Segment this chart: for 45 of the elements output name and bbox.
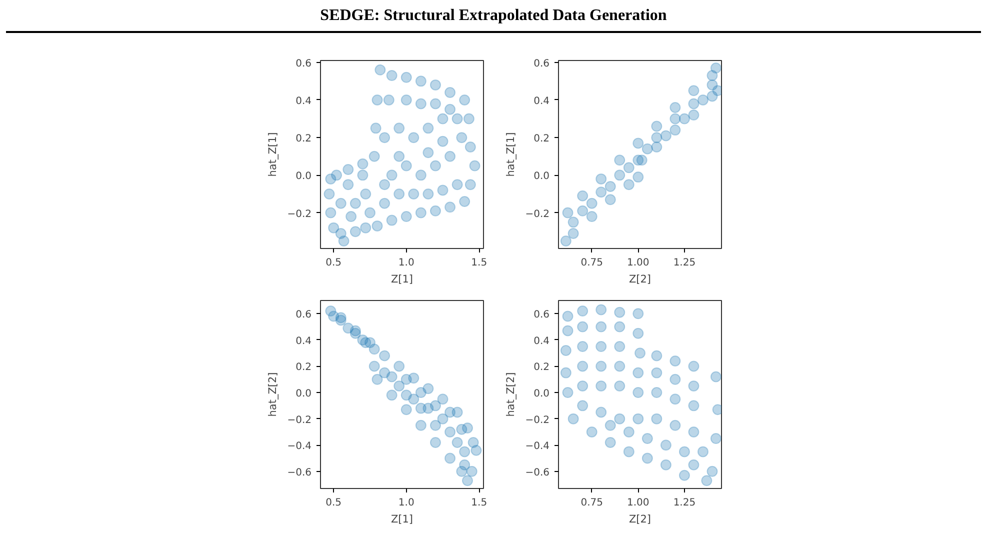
- y-tick-label: 0.6: [296, 58, 312, 70]
- y-tick-label: −0.2: [287, 208, 312, 220]
- x-tick-label: 0.75: [580, 498, 603, 508]
- y-tick-label: 0.6: [296, 310, 312, 321]
- chart-title: SEDGE: Structural Extrapolated Data Generation: [320, 6, 667, 26]
- x-tick-label: 1.00: [627, 498, 650, 508]
- y-axis-title: hat_Z[2]: [505, 372, 518, 417]
- y-tick-label: 0.2: [534, 362, 550, 374]
- x-tick-label: 1.0: [398, 258, 414, 268]
- y-tick-label: 0.0: [534, 388, 550, 400]
- y-tick-label: 0.0: [296, 171, 312, 182]
- y-tick-label: 0.2: [296, 362, 312, 374]
- y-axis-title: hat_Z[2]: [267, 372, 280, 417]
- x-axis-title: Z[2]: [628, 514, 652, 526]
- y-tick-label: 0.4: [534, 336, 550, 347]
- y-tick-label: 0.6: [534, 58, 550, 70]
- y-tick-label: 0.6: [534, 310, 550, 321]
- y-tick-label: −0.4: [287, 441, 312, 452]
- x-tick-label: 1.25: [673, 498, 696, 508]
- y-tick-label: 0.4: [296, 336, 312, 347]
- y-tick-label: 0.4: [534, 96, 550, 107]
- x-axis-title: Z[1]: [390, 514, 414, 526]
- y-tick-label: 0.2: [296, 134, 312, 145]
- y-tick-label: −0.6: [525, 467, 550, 478]
- x-tick-label: 0.5: [326, 498, 342, 508]
- y-tick-label: −0.6: [287, 467, 312, 478]
- y-tick-label: 0.2: [534, 134, 550, 145]
- x-tick-label: 0.75: [580, 258, 603, 268]
- x-tick-label: 1.00: [627, 258, 650, 268]
- y-tick-label: −0.2: [525, 414, 550, 426]
- y-tick-label: −0.2: [525, 208, 550, 220]
- x-tick-label: 1.5: [471, 258, 488, 268]
- y-tick-label: 0.0: [296, 388, 312, 400]
- x-axis-title: Z[2]: [628, 274, 652, 286]
- x-axis-title: Z[1]: [390, 274, 414, 286]
- y-axis-title: hat_Z[1]: [505, 132, 518, 177]
- x-tick-label: 0.5: [326, 258, 342, 268]
- y-tick-label: −0.2: [287, 414, 312, 426]
- y-tick-label: −0.4: [525, 441, 550, 452]
- x-tick-label: 1.0: [398, 498, 414, 508]
- y-tick-label: 0.4: [296, 96, 312, 107]
- y-axis-title: hat_Z[1]: [267, 132, 280, 177]
- y-tick-label: 0.0: [534, 171, 550, 182]
- x-tick-label: 1.5: [471, 498, 488, 508]
- x-tick-label: 1.25: [673, 258, 696, 268]
